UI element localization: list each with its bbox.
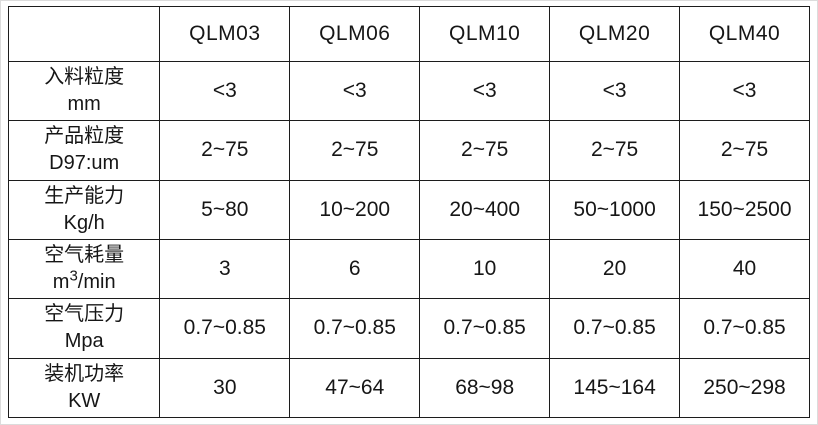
header-row: QLM03 QLM06 QLM10 QLM20 QLM40 [7, 6, 810, 62]
row-label-unit: Mpa [64, 330, 104, 353]
unit-suffix: /min [77, 271, 116, 294]
model-header-qlm40: QLM40 [679, 6, 810, 62]
row-label-unit: m3/min [9, 267, 159, 296]
spec-value: 2~75 [419, 120, 551, 181]
row-label-air-consumption: 空气耗量 m3/min [7, 238, 161, 300]
spec-row-product-size: 产品粒度 D97:um 2~75 2~75 2~75 2~75 2~75 [7, 120, 810, 181]
unit-prefix: m [52, 271, 70, 294]
spec-value: 10 [419, 238, 551, 300]
spec-row-feed-size: 入料粒度 mm <3 <3 <3 <3 <3 [7, 60, 810, 122]
row-label-line1: 装机功率 [44, 362, 125, 385]
spec-value: 40 [679, 238, 810, 300]
row-label-line1: 空气压力 [44, 303, 125, 326]
spec-value: 0.7~0.85 [549, 298, 681, 359]
row-label-line1: 生产能力 [44, 184, 125, 207]
row-label-installed-power: 装机功率 KW [7, 357, 161, 419]
spec-value: <3 [679, 60, 810, 122]
spec-value: 3 [159, 238, 291, 300]
model-header-qlm03: QLM03 [159, 6, 291, 62]
model-header-qlm10: QLM10 [419, 6, 551, 62]
row-label-unit: D97:um [49, 152, 120, 175]
row-label-line1: 入料粒度 [44, 66, 125, 89]
model-header-qlm06: QLM06 [289, 6, 421, 62]
spec-value: 10~200 [289, 179, 421, 240]
row-label-line1: 空气耗量 [44, 244, 125, 267]
spec-value: 20 [549, 238, 681, 300]
spec-value: 0.7~0.85 [419, 298, 551, 359]
row-label-capacity: 生产能力 Kg/h [7, 179, 161, 240]
row-label-air-pressure: 空气压力 Mpa [7, 298, 161, 359]
spec-value: 2~75 [159, 120, 291, 181]
superscript-3: 3 [69, 267, 78, 285]
spec-value: 150~2500 [679, 179, 810, 240]
spec-value: 6 [289, 238, 421, 300]
corner-blank-cell [7, 6, 161, 62]
row-label-line1: 产品粒度 [44, 125, 125, 148]
spec-value: 0.7~0.85 [159, 298, 291, 359]
spec-value: 5~80 [159, 179, 291, 240]
spec-value: <3 [419, 60, 551, 122]
spec-value: 2~75 [549, 120, 681, 181]
row-label-feed-size: 入料粒度 mm [7, 60, 161, 122]
spec-value: 2~75 [289, 120, 421, 181]
spec-value: 50~1000 [549, 179, 681, 240]
row-label-unit: KW [68, 389, 101, 412]
spec-value: <3 [549, 60, 681, 122]
product-spec-table: QLM03 QLM06 QLM10 QLM20 QLM40 入料粒度 mm <3… [7, 6, 810, 419]
spec-value: <3 [159, 60, 291, 122]
row-label-unit: mm [67, 93, 101, 116]
spec-value: 68~98 [419, 357, 551, 419]
row-label-unit: Kg/h [63, 211, 105, 234]
spec-value: 47~64 [289, 357, 421, 419]
spec-value: 20~400 [419, 179, 551, 240]
spec-row-air-pressure: 空气压力 Mpa 0.7~0.85 0.7~0.85 0.7~0.85 0.7~… [7, 298, 810, 359]
spec-row-air-consumption: 空气耗量 m3/min 3 6 10 20 40 [7, 238, 810, 300]
spec-value: <3 [289, 60, 421, 122]
spec-value: 145~164 [549, 357, 681, 419]
spec-value: 0.7~0.85 [289, 298, 421, 359]
model-header-qlm20: QLM20 [549, 6, 681, 62]
spec-value: 0.7~0.85 [679, 298, 810, 359]
spec-value: 30 [159, 357, 291, 419]
row-label-product-size: 产品粒度 D97:um [7, 120, 161, 181]
spec-row-capacity: 生产能力 Kg/h 5~80 10~200 20~400 50~1000 150… [7, 179, 810, 240]
spec-value: 250~298 [679, 357, 810, 419]
spec-row-installed-power: 装机功率 KW 30 47~64 68~98 145~164 250~298 [7, 357, 810, 419]
spec-value: 2~75 [679, 120, 810, 181]
